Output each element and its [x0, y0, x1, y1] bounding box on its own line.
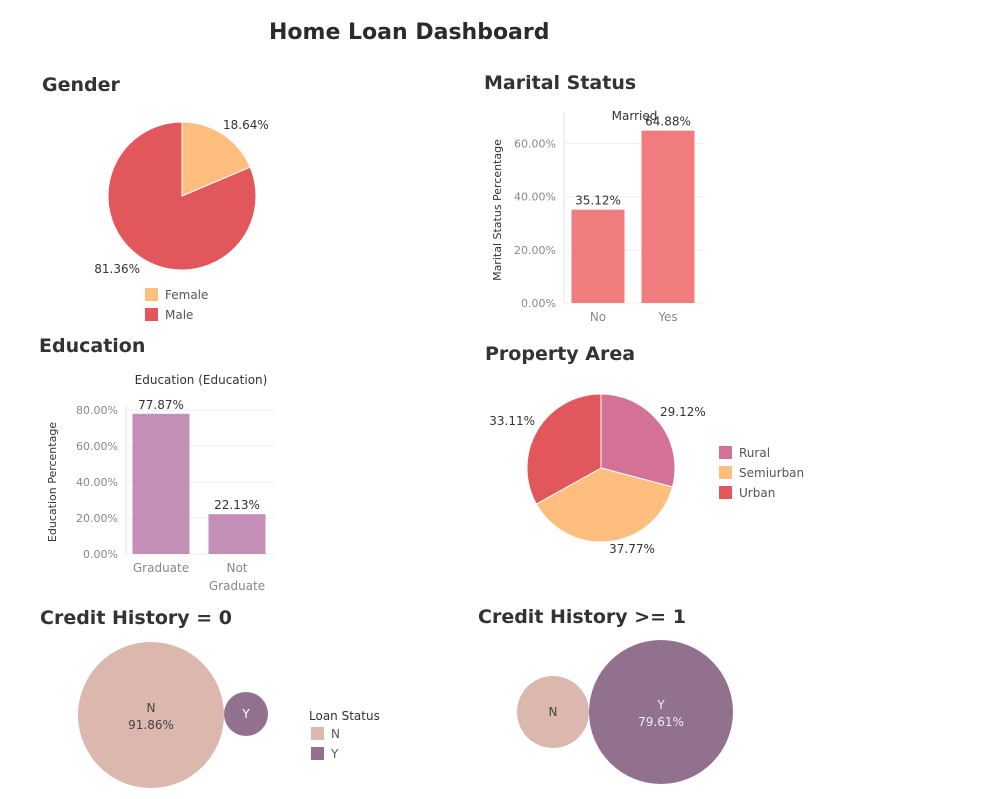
credit0-legend-label-n: N: [331, 727, 340, 741]
education-section-title: Education: [39, 335, 146, 357]
gender-slice-label-female: 18.64%: [223, 118, 269, 132]
education-value-label-1: 22.13%: [214, 498, 260, 512]
property-slice-label-urban: 33.11%: [489, 414, 535, 428]
property-slice-rural: [600, 393, 676, 488]
property-slice-label-semiurban: 37.77%: [609, 542, 655, 556]
gender-legend-label-male: Male: [165, 308, 193, 322]
credit0-legend-swatch-y: [311, 747, 324, 760]
marital-ytick-label: 40.00%: [514, 191, 556, 204]
credit0-legend-swatch-n: [311, 727, 324, 740]
credit0-bubble-label-n: N: [147, 701, 156, 715]
property-legend-swatch-urban: [719, 486, 732, 499]
marital-category-label-1: Yes: [657, 310, 677, 324]
property-legend-label-urban: Urban: [739, 486, 775, 500]
marital-bar-0: [571, 209, 625, 303]
education-ytick-label: 60.00%: [76, 440, 118, 453]
credit0-legend-label-y: Y: [330, 747, 339, 761]
property-legend-swatch-rural: [719, 446, 732, 459]
credit1-bubble-label-y: Y: [656, 698, 665, 712]
gender-legend-label-female: Female: [165, 288, 208, 302]
gender-legend-swatch-male: [145, 308, 158, 321]
property-legend-label-semiurban: Semiurban: [739, 466, 804, 480]
credit0-legend-title: Loan Status: [309, 709, 380, 723]
credit0-bubble-label-y: Y: [241, 707, 250, 721]
property-slice-semiurban: [535, 467, 674, 543]
education-ytick-label: 40.00%: [76, 476, 118, 489]
property-legend-swatch-semiurban: [719, 466, 732, 479]
credit1-section-title: Credit History >= 1: [478, 606, 686, 628]
property-section-title: Property Area: [485, 343, 636, 365]
education-value-label-0: 77.87%: [138, 398, 184, 412]
credit1-bubble-y: [589, 640, 733, 784]
marital-section-title: Marital Status: [484, 72, 637, 94]
credit1-bubble-value-y: 79.61%: [638, 715, 684, 729]
credit0-bubble-y: [224, 692, 268, 736]
gender-legend-swatch-female: [145, 288, 158, 301]
credit0-section-title: Credit History = 0: [40, 607, 232, 629]
property-legend-label-rural: Rural: [739, 446, 770, 460]
gender-slice-label-male: 81.36%: [94, 262, 140, 276]
education-ytick-label: 0.00%: [83, 548, 118, 561]
gender-pie-chart: 18.64% 81.36% Female Male: [94, 118, 269, 322]
credit1-bubble-chart: N Y 79.61%: [517, 640, 733, 784]
property-pie-chart: 29.12% 37.77% 33.11% Rural Semiurban Urban: [489, 393, 804, 556]
education-ytick-label: 20.00%: [76, 512, 118, 525]
gender-slice-male: [107, 121, 257, 271]
gender-section-title: Gender: [42, 74, 120, 96]
marital-category-label-0: No: [590, 310, 606, 324]
education-category-label-0: Graduate: [133, 561, 189, 575]
education-bar-0: [132, 413, 190, 554]
marital-ytick-label: 20.00%: [514, 244, 556, 257]
education-y-axis-label: Education Percentage: [46, 422, 59, 542]
credit0-bubble-value-n: 91.86%: [128, 718, 174, 732]
gender-slice-female: [181, 121, 251, 197]
marital-value-label-0: 35.12%: [575, 194, 621, 208]
marital-bar-1: [641, 130, 695, 303]
education-category-label-1: Graduate: [209, 579, 265, 593]
education-ytick-label: 80.00%: [76, 404, 118, 417]
credit0-bubble-n: [78, 642, 224, 788]
credit1-bubble-n: [517, 676, 589, 748]
education-bar-1: [208, 514, 266, 554]
marital-y-axis-label: Marital Status Percentage: [491, 139, 504, 281]
marital-subtitle: Married: [612, 109, 658, 123]
marital-value-label-1: 64.88%: [645, 115, 691, 129]
marital-ytick-label: 0.00%: [521, 297, 556, 310]
marital-bar-chart: Married 0.00% 20.00% 40.00% 60.00% Marital St…: [491, 109, 705, 324]
education-category-label-1: Not: [226, 561, 247, 575]
marital-ytick-label: 60.00%: [514, 138, 556, 151]
property-slice-label-rural: 29.12%: [660, 405, 706, 419]
education-bar-chart: Education (Education) 0.00% 20.00% 40.00% 60…: [46, 373, 276, 593]
property-slice-urban: [526, 393, 602, 505]
education-subtitle: Education (Education): [135, 373, 268, 387]
dashboard-title: Home Loan Dashboard: [269, 20, 550, 45]
credit1-bubble-label-n: N: [549, 705, 558, 719]
